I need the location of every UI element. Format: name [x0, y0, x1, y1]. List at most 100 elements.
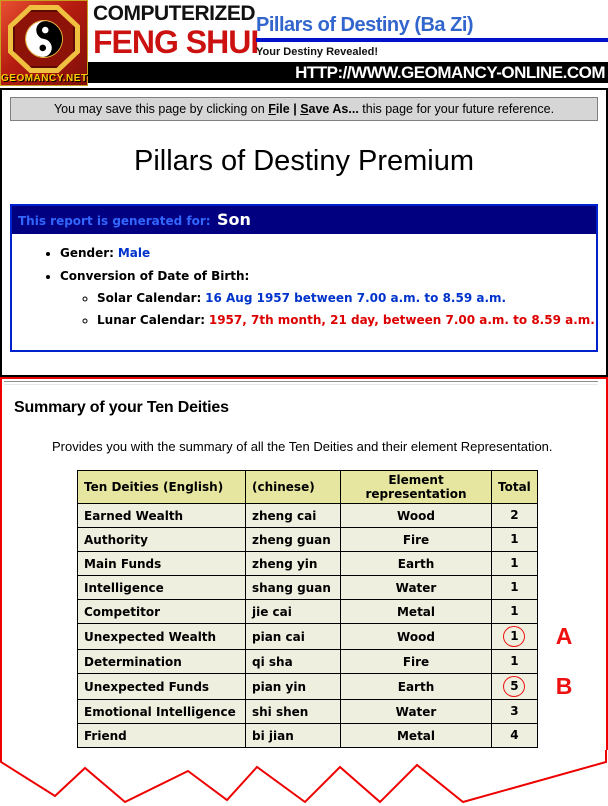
cell-total: 1	[491, 649, 538, 674]
conversion-item: Conversion of Date of Birth: Solar Calen…	[60, 269, 596, 328]
header-row: Ten Deities (English) (chinese) Element …	[77, 470, 603, 504]
total-value: 4	[510, 728, 519, 742]
cell-annotation	[537, 724, 602, 748]
conversion-label: Conversion of Date of Birth:	[60, 269, 250, 283]
brand-block: COMPUTERIZED FENG SHUI	[93, 2, 259, 60]
cell-element: Wood	[340, 503, 492, 528]
section-divider	[4, 381, 598, 385]
cell-element: Earth	[340, 551, 492, 576]
torn-edge-zigzag	[0, 750, 607, 804]
solar-calendar-item: Solar Calendar: 16 Aug 1957 between 7.00…	[97, 291, 596, 306]
summary-description: Provides you with the summary of all the…	[52, 439, 553, 454]
product-title: Pillars of Destiny (Ba Zi)	[256, 14, 474, 36]
cell-chinese: pian cai	[245, 623, 341, 650]
cell-english: Main Funds	[77, 551, 246, 576]
cell-annotation	[537, 650, 602, 674]
calendar-sublist: Solar Calendar: 16 Aug 1957 between 7.00…	[60, 291, 596, 328]
table-row: Main Funds zheng yin Earth 1	[77, 551, 603, 576]
table-row: Unexpected Funds pian yin Earth 5 B	[77, 673, 603, 700]
cell-chinese: zheng yin	[245, 551, 341, 576]
cell-annotation	[537, 552, 602, 576]
url-banner: HTTP://WWW.GEOMANCY-ONLINE.COM	[88, 62, 608, 83]
lunar-calendar-value: 1957, 7th month, 21 day, between 7.00 a.…	[208, 313, 595, 327]
cell-chinese: zheng cai	[245, 503, 341, 528]
cell-annotation	[537, 504, 602, 528]
report-subject-details: Gender: Male Conversion of Date of Birth…	[12, 234, 596, 350]
report-top-section: You may save this page by clicking on Fi…	[0, 88, 608, 377]
cell-annotation	[537, 700, 602, 724]
cell-annotation	[537, 600, 602, 624]
bagua-inner	[13, 10, 75, 68]
report-subject-box: This report is generated for: Son Gender…	[10, 204, 598, 352]
table-row: Friend bi jian Metal 4	[77, 723, 603, 748]
page-title: Pillars of Destiny Premium	[133, 145, 475, 177]
table-row: Emotional Intelligence shi shen Water 3	[77, 699, 603, 724]
table-row: Intelligence shang guan Water 1	[77, 575, 603, 600]
cell-total: 3	[491, 699, 538, 724]
lunar-calendar-item: Lunar Calendar: 1957, 7th month, 21 day,…	[97, 313, 596, 328]
cell-element: Metal	[340, 599, 492, 624]
total-value: 1	[510, 604, 519, 618]
total-value: 5	[503, 676, 526, 697]
yin-yang-icon	[23, 18, 65, 60]
cell-element: Metal	[340, 723, 492, 748]
brand-line-computerized: COMPUTERIZED	[93, 2, 256, 25]
cell-english: Determination	[77, 649, 246, 674]
cell-english: Emotional Intelligence	[77, 699, 246, 724]
notice-prefix: You may save this page by clicking on	[53, 102, 269, 116]
cell-annotation: B	[555, 673, 573, 699]
cell-english: Intelligence	[77, 575, 246, 600]
product-title-block: Pillars of Destiny (Ba Zi) Your Destiny …	[256, 14, 608, 58]
total-value: 1	[510, 556, 519, 570]
report-generated-for-label: This report is generated for:	[18, 214, 211, 228]
cell-chinese: shang guan	[245, 575, 341, 600]
cell-total: 1	[491, 623, 538, 650]
table-row: Unexpected Wealth pian cai Wood 1 A	[77, 623, 603, 650]
cell-total: 5	[491, 673, 538, 700]
col-header-annotation	[537, 471, 602, 504]
table-row: Competitor jie cai Metal 1	[77, 599, 603, 624]
table-row: Determination qi sha Fire 1	[77, 649, 603, 674]
cell-total: 1	[491, 599, 538, 624]
bagua-icon	[8, 5, 80, 73]
cell-chinese: bi jian	[245, 723, 341, 748]
notice-save-as-label: Save As...	[300, 102, 359, 116]
total-value: 1	[510, 532, 519, 546]
cell-english: Friend	[77, 723, 246, 748]
total-value: 1	[510, 580, 519, 594]
col-header-total: Total	[491, 470, 538, 504]
brand-line-feng-shui: FENG SHUI	[93, 24, 259, 60]
site-url[interactable]: HTTP://WWW.GEOMANCY-ONLINE.COM	[295, 62, 605, 82]
cell-chinese: jie cai	[245, 599, 341, 624]
cell-element: Water	[340, 699, 492, 724]
cell-chinese: qi sha	[245, 649, 341, 674]
solar-calendar-value: 16 Aug 1957 between 7.00 a.m. to 8.59 a.…	[205, 291, 507, 305]
site-header: GEOMANCY.NET COMPUTERIZED FENG SHUI Pill…	[0, 0, 608, 88]
yang-dot	[32, 37, 53, 59]
cell-total: 2	[491, 503, 538, 528]
cell-english: Unexpected Funds	[77, 673, 246, 700]
cell-english: Competitor	[77, 599, 246, 624]
total-value: 1	[510, 654, 519, 668]
cell-total: 4	[491, 723, 538, 748]
cell-element: Earth	[340, 673, 492, 700]
notice-file-menu-label: File	[268, 102, 290, 116]
report-subject-header: This report is generated for: Son	[12, 206, 596, 234]
cell-total: 1	[491, 551, 538, 576]
cell-chinese: shi shen	[245, 699, 341, 724]
gender-label: Gender:	[60, 246, 114, 260]
cell-annotation	[537, 576, 602, 600]
total-value: 1	[503, 626, 526, 647]
ten-deities-table: Ten Deities (English) (chinese) Element …	[77, 470, 603, 748]
geomancy-logo[interactable]: GEOMANCY.NET	[0, 0, 88, 86]
save-notice-bar: You may save this page by clicking on Fi…	[10, 97, 598, 121]
title-underline	[256, 38, 608, 42]
tagline: Your Destiny Revealed!	[256, 46, 379, 58]
cell-english: Unexpected Wealth	[77, 623, 246, 650]
cell-element: Fire	[340, 649, 492, 674]
notice-separator: |	[289, 102, 301, 116]
notice-suffix: this page for your future reference.	[358, 102, 555, 116]
col-header-chinese: (chinese)	[245, 470, 341, 504]
summary-section: Summary of your Ten Deities Provides you…	[0, 377, 608, 750]
